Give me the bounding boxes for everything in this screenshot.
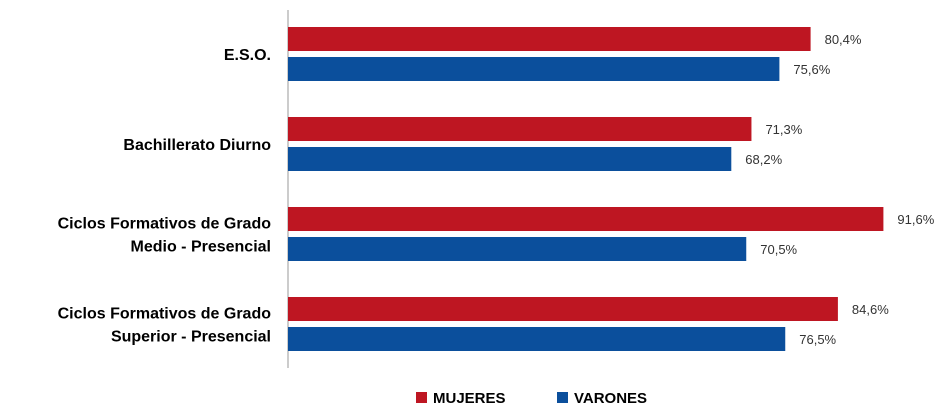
bar-mujeres-3: [288, 297, 838, 321]
value-label-mujeres-2: 91,6%: [897, 212, 934, 227]
bar-varones-2: [288, 237, 747, 261]
value-label-varones-3: 76,5%: [799, 332, 836, 347]
value-label-mujeres-3: 84,6%: [852, 302, 889, 317]
value-label-mujeres-0: 80,4%: [825, 32, 862, 47]
legend-label-varones: VARONES: [574, 390, 647, 407]
value-label-mujeres-1: 71,3%: [765, 122, 802, 137]
bar-mujeres-2: [288, 207, 884, 231]
bar-mujeres-0: [288, 27, 811, 51]
value-label-varones-2: 70,5%: [760, 242, 797, 257]
category-label-3-line-1: Superior - Presencial: [111, 329, 271, 346]
category-labels: E.S.O. Bachillerato Diurno Ciclos Formativ…: [58, 47, 272, 346]
legend: MUJERES VARONES: [416, 390, 647, 407]
category-label-1-line-0: Bachillerato Diurno: [123, 137, 271, 154]
bars-group: 80,4% 75,6% 71,3% 68,2% 91,6% 70,5% 84,6% 76,5%: [288, 27, 935, 351]
category-label-3-line-0: Ciclos Formativos de Grado: [58, 306, 272, 323]
bar-mujeres-1: [288, 117, 752, 141]
value-label-varones-0: 75,6%: [793, 62, 830, 77]
category-label-0-line-0: E.S.O.: [224, 47, 271, 64]
legend-label-mujeres: MUJERES: [433, 390, 506, 407]
bar-varones-3: [288, 327, 786, 351]
legend-swatch-varones: [557, 392, 568, 403]
bar-varones-0: [288, 57, 780, 81]
value-label-varones-1: 68,2%: [745, 152, 782, 167]
category-label-2-line-1: Medio - Presencial: [131, 239, 272, 256]
legend-swatch-mujeres: [416, 392, 427, 403]
category-label-2-line-0: Ciclos Formativos de Grado: [58, 216, 272, 233]
bar-varones-1: [288, 147, 732, 171]
